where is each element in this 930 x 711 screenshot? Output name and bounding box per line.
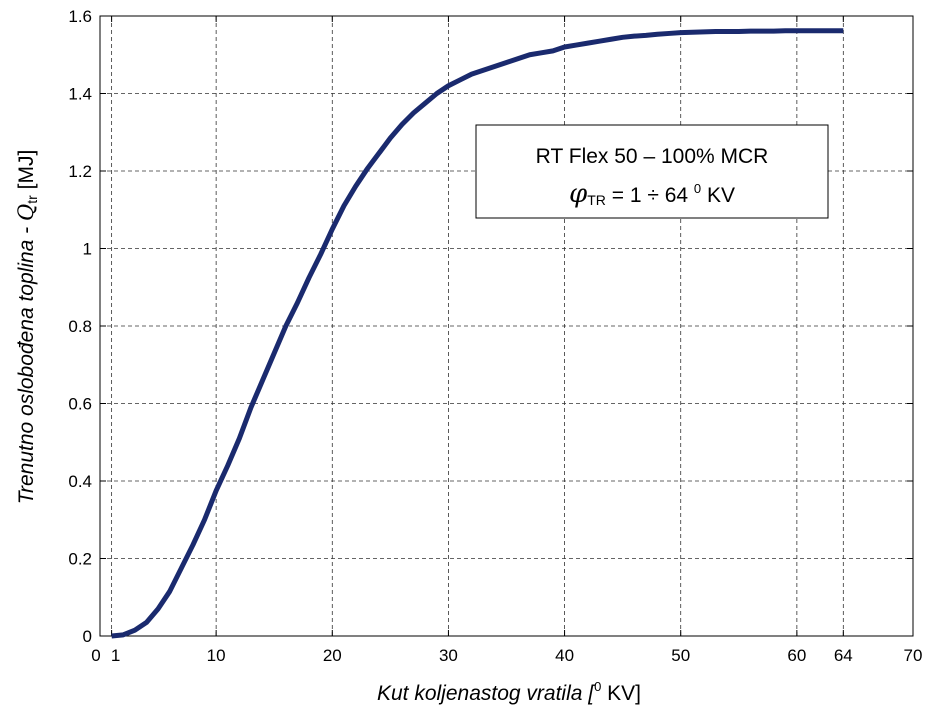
- y-tick-label: 0.6: [68, 395, 92, 414]
- y-axis-label-text: Trenutno oslobođena toplina -: [15, 221, 38, 504]
- y-tick-label: 1.6: [68, 7, 92, 26]
- x-axis-label-text: Kut koljenastog vratila [: [377, 682, 596, 705]
- x-tick-label: 60: [787, 646, 806, 665]
- legend-unit: KV: [701, 184, 735, 207]
- x-tick-label: 1: [111, 646, 120, 665]
- x-tick-label: 40: [555, 646, 574, 665]
- x-axis-label-sup: 0: [594, 679, 601, 694]
- legend-line-1: RT Flex 50 – 100% MCR: [536, 145, 769, 168]
- y-tick-label: 1.4: [68, 85, 92, 104]
- x-axis-label-unit: KV]: [601, 682, 641, 705]
- x-tick-label: 0: [91, 646, 100, 665]
- x-tick-label: 10: [207, 646, 226, 665]
- y-tick-label: 1.2: [68, 162, 92, 181]
- x-tick-label: 20: [323, 646, 342, 665]
- grid-lines: [100, 16, 913, 636]
- x-axis-label: Kut koljenastog vratila [0 KV]: [377, 679, 641, 705]
- axis-ticks: 0 1 10 20 30 40 50 60 64 7000.20.40.60.811.21.41.…: [68, 7, 922, 665]
- y-tick-label: 0: [83, 627, 92, 646]
- series-group: [111, 28, 844, 639]
- x-tick-label: 30: [439, 646, 458, 665]
- y-tick-label: 0.4: [68, 472, 92, 491]
- y-axis-label-symbol: Q: [14, 204, 38, 221]
- legend-phi-symbol: φ: [569, 179, 588, 209]
- legend-degree-sup: 0: [694, 181, 701, 196]
- legend-phi-subscript: TR: [587, 192, 606, 208]
- y-tick-label: 1: [83, 240, 92, 259]
- legend-box: RT Flex 50 – 100% MCR φTR = 1 ÷ 64 0 KV: [475, 124, 829, 219]
- legend-line-2: φTR = 1 ÷ 64 0 KV: [569, 179, 735, 209]
- legend-equation: = 1 ÷ 64: [606, 184, 694, 207]
- x-tick-label: 50: [671, 646, 690, 665]
- y-tick-label: 0.8: [68, 317, 92, 336]
- y-axis-label-unit: [MJ]: [15, 150, 38, 196]
- y-axis-label: Trenutno oslobođena toplina - Qtr [MJ]: [14, 150, 40, 505]
- y-axis-label-subscript: tr: [24, 195, 40, 204]
- x-tick-label: 64: [834, 646, 853, 665]
- series-line: [111, 28, 844, 639]
- x-tick-label: 70: [904, 646, 923, 665]
- legend-frame: [475, 124, 829, 219]
- y-tick-label: 0.2: [68, 550, 92, 569]
